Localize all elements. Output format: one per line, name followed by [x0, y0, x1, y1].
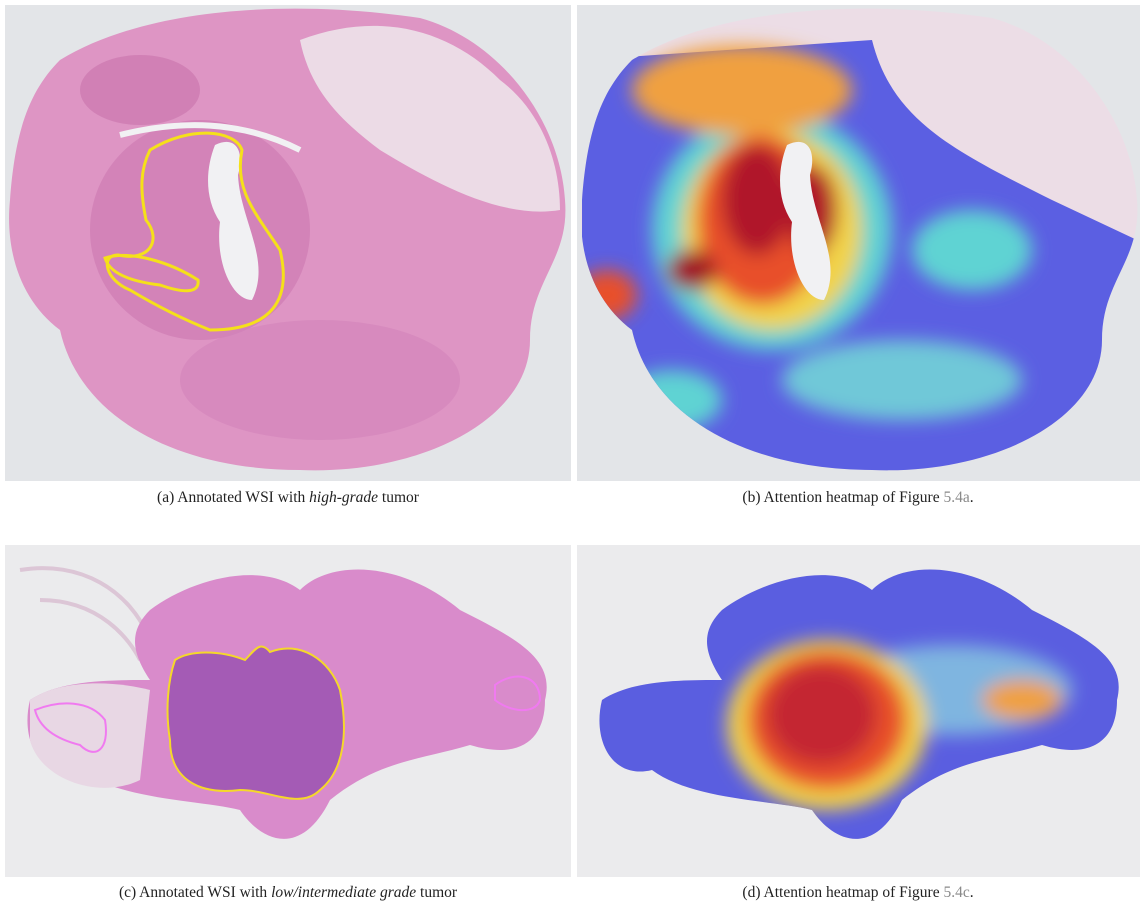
caption-label: (b) [742, 489, 760, 506]
caption-text: Attention heatmap of Figure [764, 489, 940, 506]
caption-emphasis: low/intermediate grade [271, 884, 416, 901]
caption-b: (b) Attention heatmap of Figure 5.4a. [742, 489, 973, 507]
caption-text: Annotated WSI with [139, 884, 267, 901]
caption-label: (a) [157, 489, 174, 506]
caption-text: tumor [382, 489, 419, 506]
caption-label: (d) [742, 884, 760, 901]
caption-text: Attention heatmap of Figure [764, 884, 940, 901]
caption-text: tumor [420, 884, 457, 901]
figure-images [0, 0, 1140, 908]
panel-b-heatmap [577, 5, 1140, 481]
caption-c: (c) Annotated WSI with low/intermediate … [119, 884, 457, 902]
figure-reference[interactable]: 5.4a [943, 489, 969, 506]
panel-d-heatmap [572, 540, 1140, 880]
caption-emphasis: high-grade [309, 489, 378, 506]
caption-text: Annotated WSI with [177, 489, 305, 506]
figure-page: (a) Annotated WSI with high-grade tumor … [0, 0, 1140, 908]
caption-a: (a) Annotated WSI with high-grade tumor [157, 489, 419, 507]
figure-reference[interactable]: 5.4c [943, 884, 969, 901]
panel-c-image [5, 545, 571, 877]
caption-text: . [970, 489, 974, 506]
caption-d: (d) Attention heatmap of Figure 5.4c. [742, 884, 973, 902]
panel-a-image [5, 5, 571, 481]
caption-label: (c) [119, 884, 136, 901]
caption-text: . [970, 884, 974, 901]
